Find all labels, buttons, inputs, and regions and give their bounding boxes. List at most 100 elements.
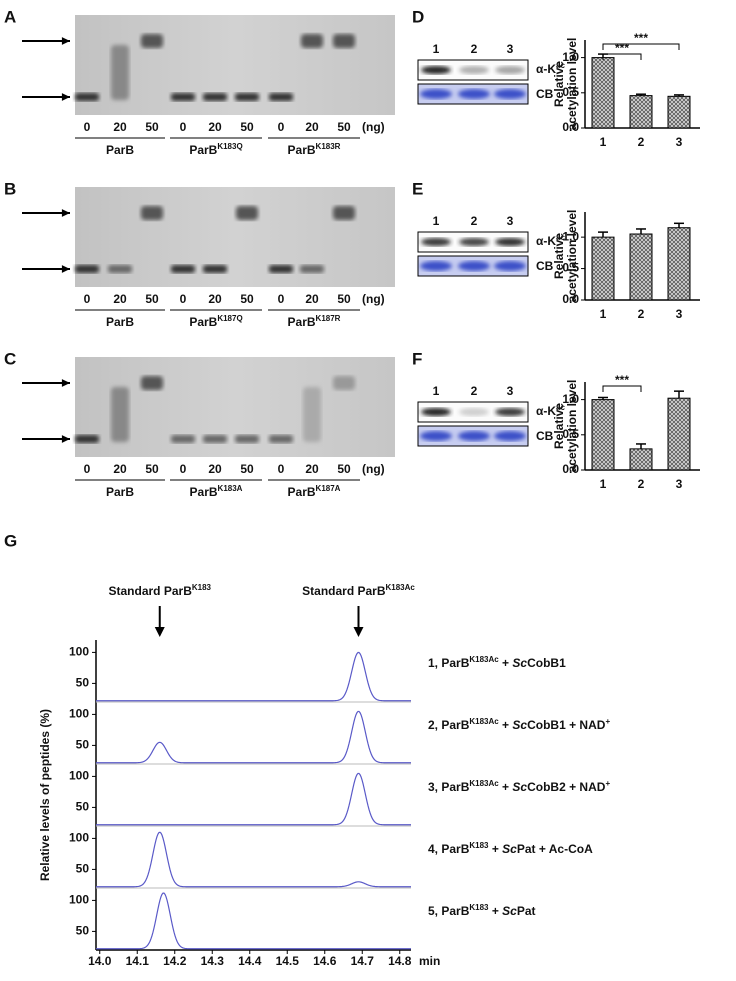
row-label: α-Kac — [536, 61, 565, 77]
blot-band — [421, 66, 451, 74]
bar — [591, 236, 615, 301]
lane-label: 50 — [145, 462, 159, 476]
y-tick-label: 100 — [69, 831, 89, 845]
blot-band — [459, 238, 489, 246]
y-axis-label: Relativeacetylation level — [552, 210, 579, 303]
x-tick-label: 3 — [676, 307, 683, 321]
lane-label: 50 — [337, 120, 351, 134]
arrow-head — [61, 209, 70, 217]
bar — [629, 233, 653, 301]
text-part: ac — [556, 403, 565, 412]
annotation: Standard ParBK183 — [109, 583, 212, 599]
text-part: Standard ParB — [302, 584, 386, 598]
x-tick-label: 14.0 — [88, 954, 112, 968]
lane-label: 20 — [113, 462, 127, 476]
y-axis-label-line: acetylation level — [565, 38, 579, 131]
lane-label: 0 — [84, 120, 91, 134]
gel-band — [333, 34, 355, 48]
gel-band — [141, 376, 163, 390]
gel-band — [171, 435, 195, 443]
y-tick-label: 50 — [76, 862, 90, 876]
gel-smear — [111, 387, 129, 442]
arrow-head — [353, 627, 364, 637]
gel-band — [141, 34, 163, 48]
y-tick-label: 0.5 — [562, 261, 579, 275]
lane-label: 1 — [433, 384, 440, 398]
gel-band — [235, 435, 259, 443]
lane-label: 20 — [208, 120, 222, 134]
arrow-head — [61, 379, 70, 387]
y-axis-label: Relative levels of peptides (%) — [38, 709, 52, 881]
blot-band — [495, 408, 525, 416]
bar — [667, 227, 691, 301]
text-part: ParB — [288, 485, 316, 499]
lane-label: 2 — [471, 214, 478, 228]
text-part: Sc — [512, 656, 527, 670]
x-tick-label: 14.8 — [388, 954, 412, 968]
annotation: Standard ParBK183Ac — [302, 583, 415, 599]
text-part: 3, ParB — [428, 780, 470, 794]
y-tick-label: 50 — [76, 924, 90, 938]
row-label: CB — [536, 429, 554, 443]
x-tick-label: 2 — [638, 477, 645, 491]
gel-band — [203, 265, 227, 273]
arrow-head — [61, 93, 70, 101]
lane-label: 2 — [471, 384, 478, 398]
x-tick-label: 1 — [600, 135, 607, 149]
y-tick-label: 0.5 — [562, 85, 579, 99]
gel-band — [269, 93, 293, 101]
y-tick-label: 1.0 — [562, 229, 579, 243]
y-tick-label: 100 — [69, 893, 89, 907]
text-part: K183 — [192, 583, 212, 592]
lane-label: 50 — [240, 292, 254, 306]
y-tick-label: 100 — [69, 769, 89, 783]
trace-label: 1, ParBK183Ac + ScCobB1 — [428, 655, 566, 671]
gel-band — [300, 265, 324, 273]
blot-band — [420, 261, 452, 271]
lane-label: 1 — [433, 214, 440, 228]
lane-label: 20 — [113, 120, 127, 134]
panel-letter: F — [412, 349, 422, 368]
x-tick-label: 3 — [676, 477, 683, 491]
text-part: K183R — [316, 142, 341, 151]
gel-band — [333, 376, 355, 390]
significance-bracket — [602, 385, 642, 392]
y-tick-label: 0.0 — [562, 120, 579, 134]
text-part: α-K — [536, 234, 556, 248]
y-tick-label: 1.0 — [562, 50, 579, 64]
trace — [96, 651, 411, 702]
blot-band — [458, 431, 490, 441]
text-part: 5, ParB — [428, 904, 470, 918]
x-tick-label: 14.4 — [238, 954, 262, 968]
group-label: ParB — [106, 143, 134, 157]
lane-label: 3 — [507, 42, 514, 56]
x-tick-label: 14.7 — [351, 954, 375, 968]
text-part: ParB — [189, 143, 217, 157]
gel-band — [203, 93, 227, 101]
gel-band — [75, 93, 99, 101]
blot-band — [421, 238, 451, 246]
trace-label: 5, ParBK183 + ScPat — [428, 903, 536, 919]
gel-band — [75, 265, 99, 273]
trace — [96, 772, 411, 826]
text-part: K183Ac — [469, 779, 499, 788]
x-unit: min — [419, 954, 440, 968]
lane-label: 0 — [180, 292, 187, 306]
lane-label: 0 — [180, 462, 187, 476]
text-part: ParB — [106, 143, 134, 157]
y-tick-label: 100 — [69, 645, 89, 659]
row-label: α-Kac — [536, 403, 565, 419]
gel-band — [301, 34, 323, 48]
gel-band — [171, 265, 195, 273]
text-part: ParB — [288, 315, 316, 329]
blot-band — [420, 89, 452, 99]
blot-band — [495, 66, 525, 74]
y-tick-label: 0.0 — [562, 292, 579, 306]
gel-band — [235, 93, 259, 101]
y-axis-label-line: acetylation level — [565, 210, 579, 303]
text-part: ParB — [189, 315, 217, 329]
text-part: α-K — [536, 404, 556, 418]
significance-label: *** — [615, 373, 629, 387]
